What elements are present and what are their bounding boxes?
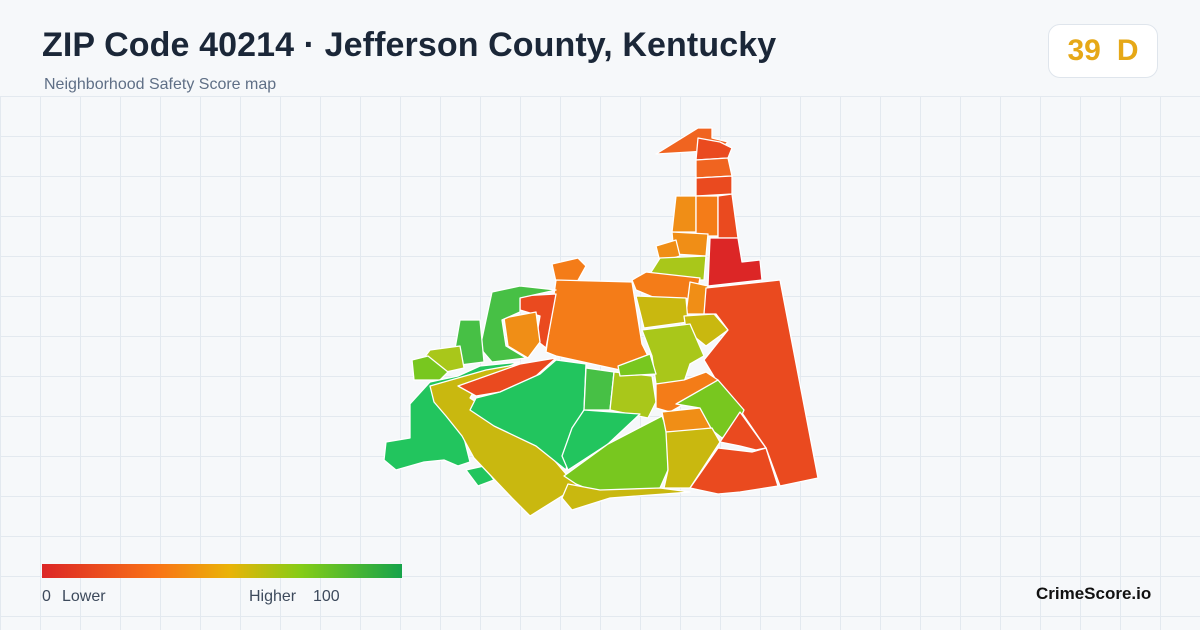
map-region[interactable] [695, 157, 733, 179]
map-region[interactable] [689, 447, 779, 495]
map-region[interactable] [695, 195, 719, 237]
map-region[interactable] [695, 175, 733, 197]
map-region[interactable] [695, 137, 733, 161]
map-region[interactable] [561, 409, 641, 471]
legend-color-scale [42, 564, 402, 578]
map-region[interactable] [561, 483, 691, 511]
map-region[interactable] [671, 195, 697, 233]
map-region[interactable] [635, 295, 689, 329]
legend-min-value: 0 [42, 588, 51, 605]
legend-min-label: Lower [62, 588, 106, 605]
map-region[interactable] [583, 367, 615, 411]
map-region[interactable] [707, 237, 763, 287]
safety-score-value: 39 [1067, 34, 1101, 67]
page-subtitle: Neighborhood Safety Score map [44, 76, 277, 93]
map-region[interactable] [503, 311, 541, 359]
map-region[interactable] [717, 193, 739, 239]
map-region[interactable] [411, 355, 449, 381]
map-region[interactable] [545, 279, 649, 371]
legend-max-label: Higher [249, 588, 297, 605]
map-region[interactable] [617, 353, 657, 377]
map-region[interactable] [479, 285, 557, 363]
map-region[interactable] [655, 239, 681, 263]
safety-score-badge: 39 D [1048, 24, 1158, 78]
page-title: ZIP Code 40214 · Jefferson County, Kentu… [42, 26, 777, 64]
legend-max-value: 100 [313, 588, 340, 605]
brand-logo-text: CrimeScore.io [1036, 584, 1152, 603]
safety-score-grade: D [1116, 34, 1139, 67]
map-region[interactable] [609, 371, 657, 419]
